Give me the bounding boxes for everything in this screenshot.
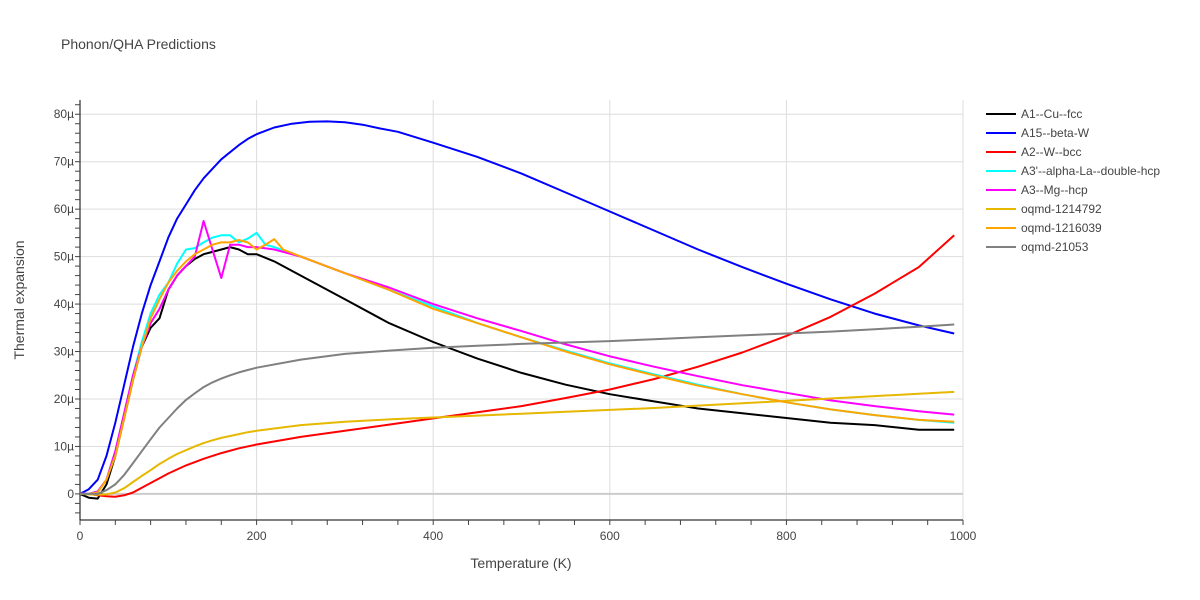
y-tick-label: 30µ: [54, 345, 74, 359]
grid: [80, 100, 964, 520]
legend-label: oqmd-1214792: [1021, 202, 1102, 216]
legend-label: A2--W--bcc: [1021, 145, 1081, 159]
y-tick-label: 20µ: [54, 392, 74, 406]
series-line-0: [79, 246, 955, 500]
legend[interactable]: A1--Cu--fcc A15--beta-W A2--W--bcc A3'--alp…: [986, 107, 1160, 254]
axes: 0 200 400 600 800 1000 0 10µ 20µ 30µ 40µ 50µ 60µ 70µ 8…: [54, 100, 977, 543]
series-line-3: [80, 231, 955, 495]
legend-item[interactable]: A1--Cu--fcc: [986, 107, 1082, 121]
series-line-6: [80, 238, 955, 495]
x-tick-label: 800: [776, 529, 796, 543]
series-line-7: [80, 323, 955, 495]
series-lines: [79, 120, 955, 500]
series-line-5: [79, 390, 955, 496]
y-tick-label: 70µ: [54, 155, 74, 169]
legend-item[interactable]: oqmd-1214792: [986, 202, 1102, 216]
y-tick-label: 0: [67, 487, 74, 501]
x-axis-title: Temperature (K): [470, 555, 571, 571]
y-tick-label: 80µ: [54, 107, 74, 121]
x-tick-label: 200: [247, 529, 267, 543]
y-tick-label: 60µ: [54, 202, 74, 216]
legend-label: A15--beta-W: [1021, 126, 1090, 140]
legend-label: A3--Mg--hcp: [1021, 183, 1088, 197]
y-tick-label: 40µ: [54, 297, 74, 311]
x-tick-label: 1000: [950, 529, 977, 543]
series-line-1: [79, 120, 955, 495]
legend-item[interactable]: A3--Mg--hcp: [986, 183, 1088, 197]
x-tick-label: 0: [77, 529, 84, 543]
y-tick-label: 50µ: [54, 250, 74, 264]
x-tick-label: 600: [600, 529, 620, 543]
series-line-2: [80, 234, 955, 498]
legend-item[interactable]: A3'--alpha-La--double-hcp: [986, 164, 1160, 178]
legend-item[interactable]: A2--W--bcc: [986, 145, 1081, 159]
series-line-4: [80, 220, 955, 495]
y-axis-title: Thermal expansion: [11, 240, 27, 359]
legend-item[interactable]: A15--beta-W: [986, 126, 1090, 140]
legend-label: A3'--alpha-La--double-hcp: [1021, 164, 1160, 178]
legend-item[interactable]: oqmd-21053: [986, 240, 1089, 254]
legend-label: A1--Cu--fcc: [1021, 107, 1082, 121]
y-tick-label: 10µ: [54, 439, 74, 453]
x-tick-label: 400: [423, 529, 443, 543]
chart-title: Phonon/QHA Predictions: [61, 36, 216, 52]
legend-label: oqmd-1216039: [1021, 221, 1102, 235]
legend-label: oqmd-21053: [1021, 240, 1089, 254]
legend-item[interactable]: oqmd-1216039: [986, 221, 1102, 235]
